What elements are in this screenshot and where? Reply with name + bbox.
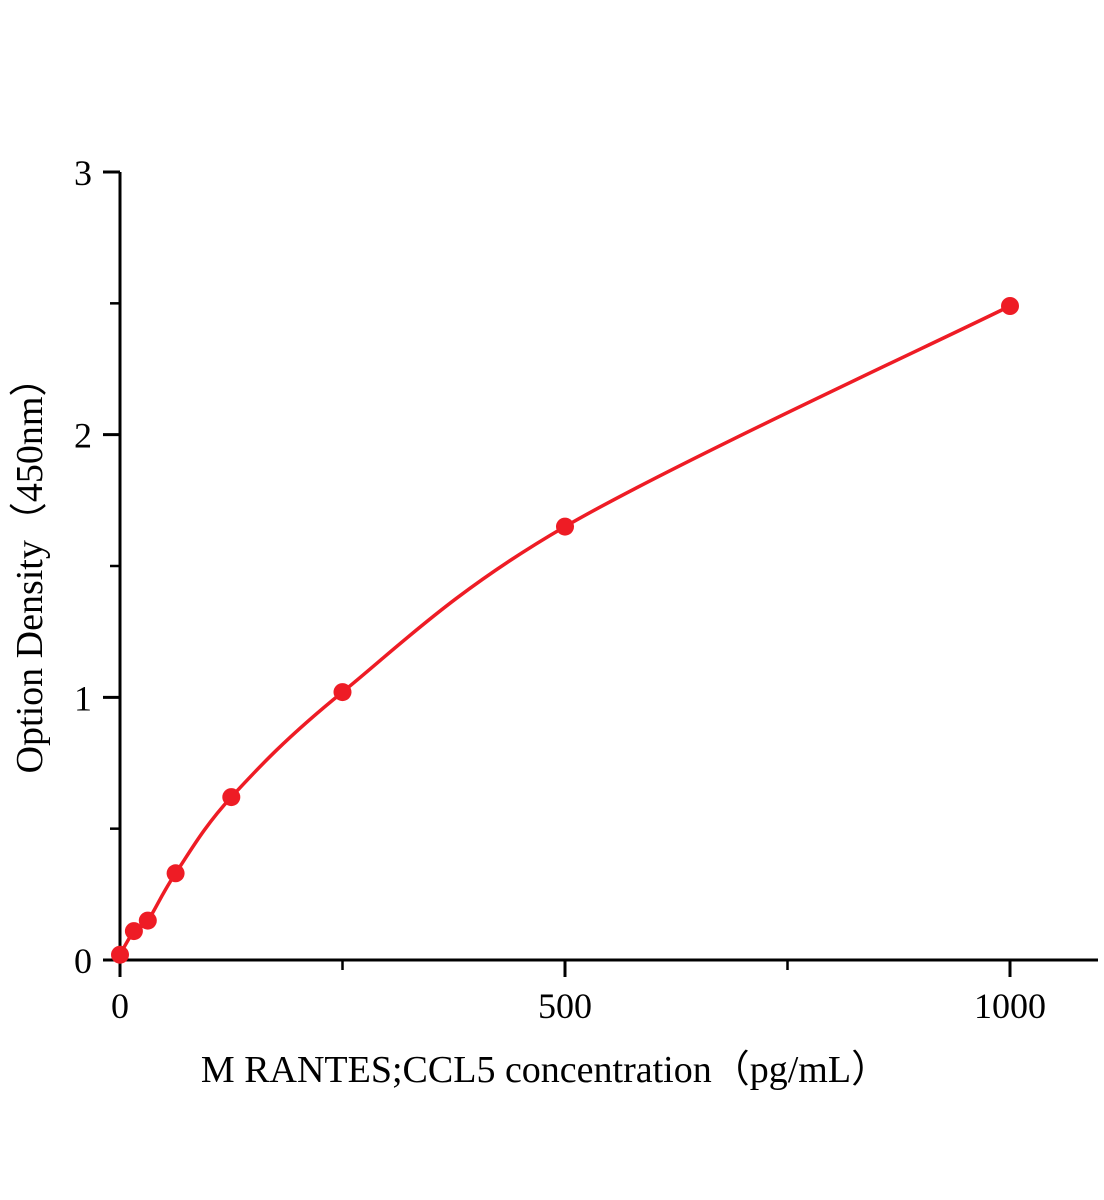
data-point-marker [333, 683, 352, 702]
y-axis-title: Option Density（450nm） [9, 359, 51, 774]
data-point-marker [1001, 297, 1019, 315]
x-tick-label: 500 [538, 986, 592, 1026]
data-point-marker [138, 911, 157, 930]
x-tick-label: 0 [111, 986, 129, 1026]
data-point-marker [124, 922, 143, 941]
y-tick-label: 1 [74, 678, 92, 718]
y-tick-label: 3 [74, 153, 92, 193]
y-tick-label: 2 [74, 416, 92, 456]
standard-curve-line [118, 304, 1012, 957]
data-point-marker [556, 517, 574, 536]
y-tick-label: 0 [74, 941, 92, 981]
data-point-marker [166, 864, 185, 883]
data-point-marker [111, 945, 129, 964]
x-tick-label: 1000 [974, 986, 1046, 1026]
chart-plot-area: 0 500 1000 0 1 2 3 [74, 153, 1098, 1026]
data-point-marker [222, 788, 241, 807]
x-axis-title: M RANTES;CCL5 concentration（pg/mL） [201, 1049, 889, 1091]
